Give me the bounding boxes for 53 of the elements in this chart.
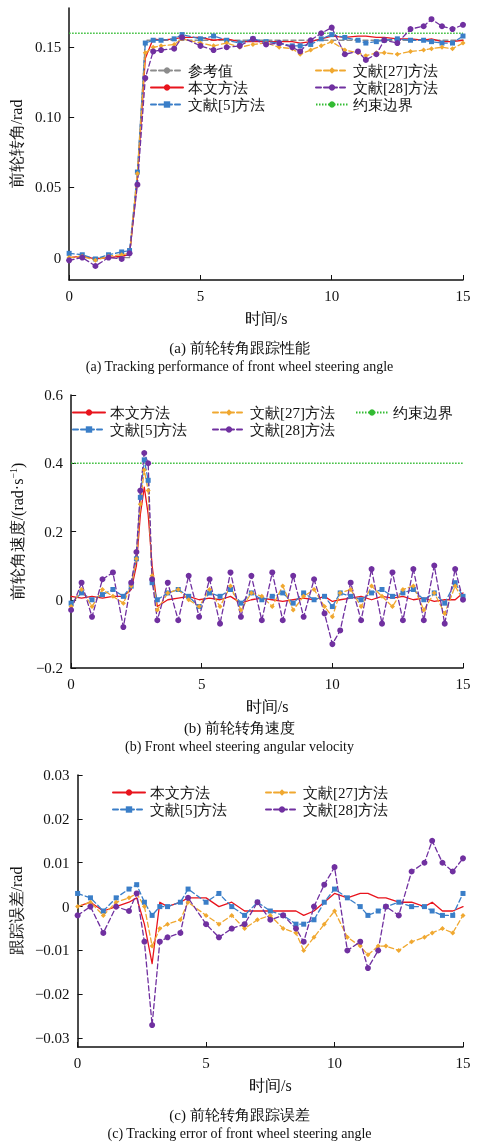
y-tick-label: 0 xyxy=(53,249,62,266)
y-tick-label: 0.10 xyxy=(34,109,62,126)
legend-label: 文献[5]方法 xyxy=(188,96,266,113)
legend-label: 文献[5]方法 xyxy=(110,421,188,438)
x-axis-title: 时间/s xyxy=(245,697,289,715)
y-tick-label: 0.15 xyxy=(34,39,62,56)
y-tick-label: 0.2 xyxy=(44,523,64,540)
y-tick-label: 0.4 xyxy=(44,455,64,472)
text: (a) Tracking performance of front wheel steering angle xyxy=(85,358,394,375)
y-tick-label: −0.03 xyxy=(34,1030,70,1047)
y-axis-title: 前轮角速度/(rad·s−1) xyxy=(7,462,27,601)
x-axis-title: 时间/s xyxy=(248,1076,292,1094)
y-tick-label: 0 xyxy=(55,591,64,608)
y-tick-label: 0 xyxy=(62,898,70,915)
y-axis-title: 前轮转角/rad xyxy=(7,99,25,189)
text: (a) 前轮转角跟踪性能 xyxy=(169,339,310,357)
x-tick-label: 15 xyxy=(455,287,471,304)
y-axis-title: 跟踪误差/rad xyxy=(7,866,25,956)
legend-label: 约束边界 xyxy=(393,404,453,421)
x-tick-label: 5 xyxy=(196,287,205,304)
y-tick-label: −0.02 xyxy=(34,986,70,1003)
x-tick-label: 5 xyxy=(202,1054,210,1071)
legend-label: 本文方法 xyxy=(110,404,170,421)
y-tick-label: 0.01 xyxy=(43,854,70,871)
text: (c) 前轮转角跟踪误差 xyxy=(169,1106,310,1124)
text: (b) 前轮转角速度 xyxy=(183,719,296,737)
x-tick-label: 5 xyxy=(197,675,206,692)
legend-label: 参考值 xyxy=(188,62,233,79)
legend-label: 文献[28]方法 xyxy=(303,801,388,818)
y-tick-label: 0.03 xyxy=(43,767,70,783)
text: (b) Front wheel steering angular velocity xyxy=(125,738,354,755)
legend-label: 本文方法 xyxy=(150,784,210,801)
x-tick-label: 10 xyxy=(324,675,340,692)
y-tick-label: 0.6 xyxy=(44,387,64,403)
y-tick-label: −0.01 xyxy=(34,942,70,959)
x-tick-label: 15 xyxy=(455,675,471,692)
legend-label: 文献[27]方法 xyxy=(353,62,438,79)
x-tick-label: 10 xyxy=(324,287,340,304)
legend-label: 文献[27]方法 xyxy=(303,784,388,801)
legend-label: 文献[28]方法 xyxy=(353,79,438,96)
legend-label: 文献[5]方法 xyxy=(150,801,228,818)
y-tick-label: 0.02 xyxy=(43,810,70,827)
x-tick-label: 15 xyxy=(455,1054,471,1071)
y-tick-label: −0.2 xyxy=(35,660,64,676)
legend-label: 文献[28]方法 xyxy=(250,421,335,438)
x-tick-label: 10 xyxy=(327,1054,343,1071)
legend-label: 约束边界 xyxy=(353,96,413,113)
legend-label: 文献[27]方法 xyxy=(250,404,335,421)
y-tick-label: 0.05 xyxy=(34,179,62,196)
legend-label: 本文方法 xyxy=(188,79,248,96)
text: (c) Tracking error of front wheel steering angle xyxy=(107,1125,372,1142)
x-axis-title: 时间/s xyxy=(244,309,288,327)
x-tick-label: 0 xyxy=(73,1054,82,1071)
